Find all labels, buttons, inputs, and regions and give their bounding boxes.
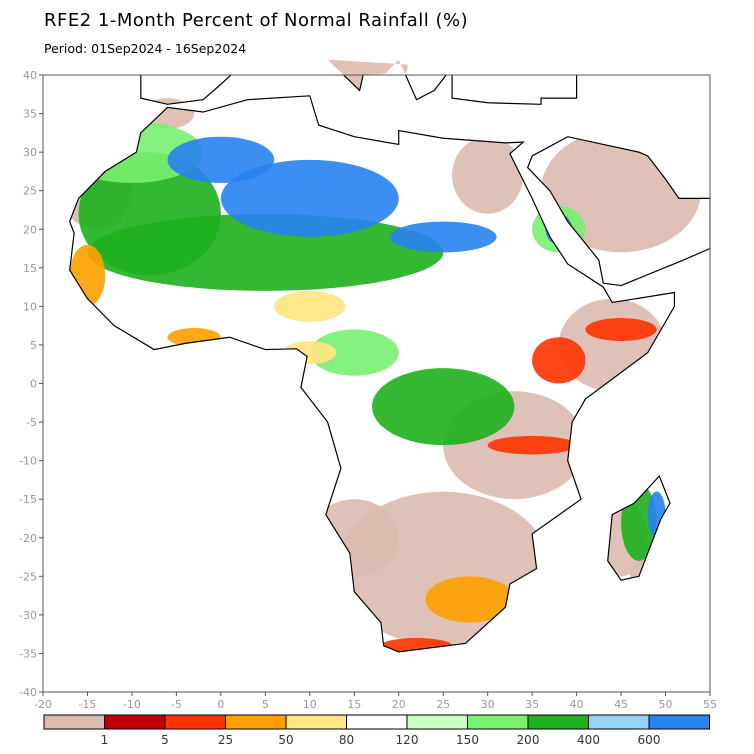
- y-tick-label: 15: [23, 262, 37, 275]
- legend-swatch: [104, 714, 166, 730]
- y-tick-label: -5: [26, 416, 37, 429]
- rainfall-region: [69, 244, 106, 307]
- legend-label: 5: [161, 733, 169, 747]
- land-rainfall: [69, 59, 710, 652]
- rainfall-region: [274, 290, 346, 322]
- legend-label: 80: [339, 733, 354, 747]
- y-tick-label: 0: [30, 378, 37, 391]
- y-tick-label: 35: [23, 108, 37, 121]
- rainfall-region: [309, 499, 399, 577]
- legend-label: 600: [638, 733, 661, 747]
- legend-swatch: [588, 714, 650, 730]
- y-tick-label: -10: [19, 455, 37, 468]
- x-tick-label: 20: [392, 698, 406, 711]
- y-tick-label: 25: [23, 185, 37, 198]
- y-tick-label: -35: [19, 647, 37, 660]
- rainfall-region: [78, 152, 221, 276]
- y-tick-label: -25: [19, 570, 37, 583]
- rainfall-region: [167, 327, 221, 347]
- legend-label: 25: [218, 733, 233, 747]
- rainfall-region: [380, 638, 453, 652]
- x-tick-label: 35: [525, 698, 539, 711]
- legend-swatch: [225, 714, 287, 730]
- rainfall-region: [283, 341, 337, 365]
- rainfall-region: [452, 136, 524, 214]
- coastline: [526, 136, 710, 287]
- rainfall-region: [300, 59, 408, 91]
- coastlines: [69, 75, 710, 653]
- legend-swatch: [164, 714, 226, 730]
- rainfall-region: [532, 337, 586, 384]
- legend-swatch: [527, 714, 589, 730]
- x-tick-label: 15: [347, 698, 361, 711]
- y-tick-label: 10: [23, 300, 37, 313]
- rainfall-region: [425, 576, 515, 623]
- coastline: [607, 474, 671, 581]
- rainfall-region: [140, 98, 195, 129]
- coastline: [451, 75, 578, 105]
- rainfall-region: [220, 159, 399, 237]
- coastline: [69, 95, 676, 653]
- legend-label: 400: [577, 733, 600, 747]
- rainfall-region: [487, 435, 577, 455]
- period-label: Period: 01Sep2024 - 16Sep2024: [44, 41, 247, 56]
- coastline: [342, 75, 447, 101]
- legend-label: 200: [517, 733, 540, 747]
- rainfall-region: [309, 329, 399, 376]
- y-tick-label: 5: [30, 339, 37, 352]
- legend-label: 1: [101, 733, 109, 747]
- x-tick-label: -10: [123, 698, 141, 711]
- legend-swatch: [648, 714, 710, 730]
- legend-swatch: [285, 714, 347, 730]
- legend-swatch: [346, 714, 408, 730]
- y-axis: 40 35 30 25 20 15 10 5 0 -5 -10 -15 -20 -25 -30 -35 -40: [19, 69, 43, 699]
- x-tick-label: -20: [34, 698, 52, 711]
- map-title: RFE2 1-Month Percent of Normal Rainfall …: [44, 10, 469, 31]
- x-tick-label: 0: [217, 698, 224, 711]
- x-tick-label: 5: [262, 698, 269, 711]
- x-tick-label: 45: [614, 698, 628, 711]
- y-tick-label: 40: [23, 69, 37, 82]
- rainfall-region: [389, 221, 497, 253]
- y-tick-label: -20: [19, 532, 37, 545]
- y-tick-label: 20: [23, 223, 37, 236]
- coastline: [140, 75, 232, 105]
- rainfall-region: [167, 136, 275, 183]
- y-tick-label: -15: [19, 493, 37, 506]
- legend-label: 50: [278, 733, 293, 747]
- rainfall-region: [532, 206, 586, 253]
- color-legend: 1 5 25 50 80 120 150 200 400 600: [43, 714, 710, 747]
- x-axis: -20 -15 -10 -5 0 5 10 15 20 25 30 35 40 45 50 55: [34, 692, 717, 711]
- legend-swatch: [467, 714, 529, 730]
- x-tick-label: -5: [171, 698, 182, 711]
- x-tick-label: 50: [659, 698, 673, 711]
- x-tick-label: 55: [703, 698, 717, 711]
- x-tick-label: 30: [481, 698, 495, 711]
- legend-label: 150: [456, 733, 479, 747]
- x-tick-label: 25: [436, 698, 450, 711]
- legend-label: 120: [396, 733, 419, 747]
- rainfall-region: [585, 317, 657, 342]
- rainfall-region: [545, 213, 573, 245]
- legend-swatch: [43, 714, 105, 730]
- x-tick-label: -15: [78, 698, 96, 711]
- y-tick-label: -30: [19, 609, 37, 622]
- x-tick-label: 10: [303, 698, 317, 711]
- y-tick-label: -40: [19, 686, 37, 699]
- legend-swatch: [406, 714, 468, 730]
- rainfall-region: [372, 368, 515, 446]
- y-tick-label: 30: [23, 146, 37, 159]
- x-tick-label: 40: [570, 698, 584, 711]
- rainfall-region: [540, 129, 702, 253]
